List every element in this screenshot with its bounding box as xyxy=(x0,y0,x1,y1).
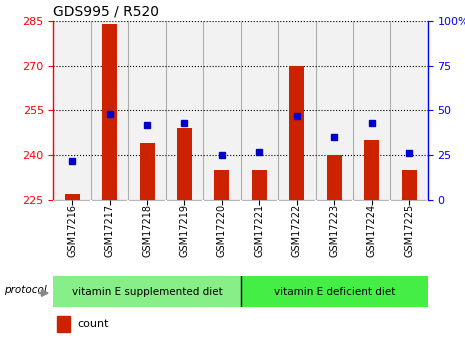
Bar xyxy=(241,276,428,307)
Bar xyxy=(65,194,80,200)
Bar xyxy=(57,316,70,332)
Bar xyxy=(166,21,203,200)
Bar xyxy=(53,21,91,200)
Bar xyxy=(177,128,192,200)
Bar xyxy=(240,21,278,200)
Bar xyxy=(214,170,229,200)
Bar xyxy=(315,21,353,200)
Text: GSM17218: GSM17218 xyxy=(142,204,152,257)
Text: GSM17217: GSM17217 xyxy=(105,204,115,257)
Text: GSM17221: GSM17221 xyxy=(254,204,265,257)
Bar xyxy=(327,155,342,200)
Text: protocol: protocol xyxy=(4,285,47,295)
Bar xyxy=(390,21,428,200)
Bar xyxy=(203,21,240,200)
Bar xyxy=(402,170,417,200)
Bar xyxy=(364,140,379,200)
Bar xyxy=(289,66,304,200)
Bar xyxy=(53,276,241,307)
Text: GSM17224: GSM17224 xyxy=(366,204,377,257)
Bar xyxy=(128,21,166,200)
Bar xyxy=(353,21,390,200)
Bar xyxy=(102,24,117,200)
Text: GSM17220: GSM17220 xyxy=(217,204,227,257)
Text: GSM17216: GSM17216 xyxy=(67,204,77,257)
Bar xyxy=(278,21,315,200)
Text: GSM17219: GSM17219 xyxy=(179,204,190,257)
Text: GSM17225: GSM17225 xyxy=(404,204,414,257)
Bar xyxy=(252,170,267,200)
Text: GSM17222: GSM17222 xyxy=(292,204,302,257)
Bar xyxy=(140,143,154,200)
Text: vitamin E supplemented diet: vitamin E supplemented diet xyxy=(72,287,222,296)
Text: GSM17223: GSM17223 xyxy=(329,204,339,257)
Bar xyxy=(91,21,128,200)
Text: count: count xyxy=(78,319,109,329)
Text: vitamin E deficient diet: vitamin E deficient diet xyxy=(273,287,395,296)
Text: GDS995 / R520: GDS995 / R520 xyxy=(53,4,159,18)
